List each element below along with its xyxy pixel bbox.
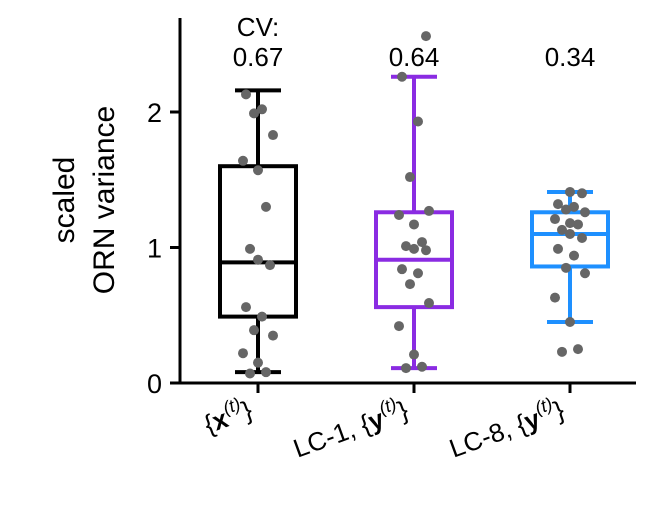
cv-header: CV: — [237, 12, 279, 42]
data-point — [241, 89, 251, 100]
data-point — [241, 302, 251, 313]
data-point — [413, 268, 423, 279]
data-point — [401, 363, 411, 374]
category-label: LC-1, {y(t)} — [288, 391, 412, 464]
y-axis-label: scaled ORN variance — [48, 106, 121, 294]
data-point — [409, 243, 419, 254]
category-label-superscript: (t) — [220, 394, 243, 419]
data-point — [249, 108, 259, 119]
data-point — [413, 116, 423, 127]
data-point — [249, 325, 259, 336]
data-point — [569, 201, 579, 212]
cv-value: 0.64 — [389, 42, 440, 72]
data-point — [424, 298, 434, 309]
data-point — [561, 204, 571, 215]
category-label-superscript: (t) — [376, 394, 399, 419]
data-point — [401, 241, 411, 252]
category-label-prefix: LC-8, { — [445, 408, 530, 463]
data-point — [557, 224, 567, 235]
data-point — [405, 279, 415, 290]
data-point — [409, 349, 419, 360]
data-point — [573, 344, 583, 355]
data-point — [550, 214, 560, 225]
data-point — [257, 104, 267, 115]
data-point — [580, 268, 590, 279]
data-point — [265, 260, 275, 271]
data-point — [394, 209, 404, 220]
data-point — [238, 348, 248, 359]
data-point — [245, 368, 255, 379]
y-tick-label: 1 — [147, 234, 162, 264]
y-axis-label-line-1: scaled — [48, 157, 81, 244]
data-point — [565, 317, 575, 328]
data-point — [553, 243, 563, 254]
data-point — [557, 346, 567, 357]
data-point — [394, 321, 404, 332]
category-label-prefix: LC-1, { — [289, 408, 374, 463]
cv-value: 0.67 — [233, 42, 284, 72]
cv-value: 0.34 — [545, 42, 596, 72]
data-point — [577, 188, 587, 199]
data-point — [550, 292, 560, 303]
labels: CV:0.67 {x(t)} 0.64 LC-1, {y(t)} 0.34 LC-8, {… — [199, 12, 596, 464]
data-point — [397, 71, 407, 82]
data-point — [421, 31, 431, 42]
category-label: {x(t)} — [199, 391, 257, 440]
data-point — [253, 165, 263, 176]
data-point — [253, 254, 263, 265]
data-point — [268, 130, 278, 141]
axes: 0 1 2 — [147, 18, 636, 399]
data-point — [417, 361, 427, 372]
data-point — [261, 201, 271, 212]
category-label: LC-8, {y(t)} — [444, 391, 568, 464]
data-point — [421, 245, 431, 256]
data-point — [565, 218, 575, 229]
data-point — [569, 250, 579, 261]
data-point — [397, 264, 407, 275]
data-point — [409, 219, 419, 230]
data-point — [424, 205, 434, 216]
data-point — [565, 228, 575, 239]
category-label-superscript: (t) — [532, 394, 555, 419]
iqr-box — [218, 164, 298, 319]
data-point — [238, 155, 248, 166]
data-point — [565, 186, 575, 197]
data-point — [405, 172, 415, 183]
data-point — [573, 219, 583, 230]
data-point — [253, 357, 263, 368]
data-point — [261, 367, 271, 378]
y-axis-label-line-2: ORN variance — [88, 106, 121, 294]
data-point — [257, 311, 267, 322]
data-point — [245, 243, 255, 254]
y-tick-label: 0 — [147, 369, 162, 399]
data-point — [580, 207, 590, 218]
data-points — [238, 31, 590, 379]
data-point — [577, 233, 587, 244]
y-tick-label: 2 — [147, 98, 162, 128]
data-point — [553, 199, 563, 210]
data-point — [417, 237, 427, 248]
data-point — [561, 262, 571, 273]
data-point — [268, 330, 278, 341]
